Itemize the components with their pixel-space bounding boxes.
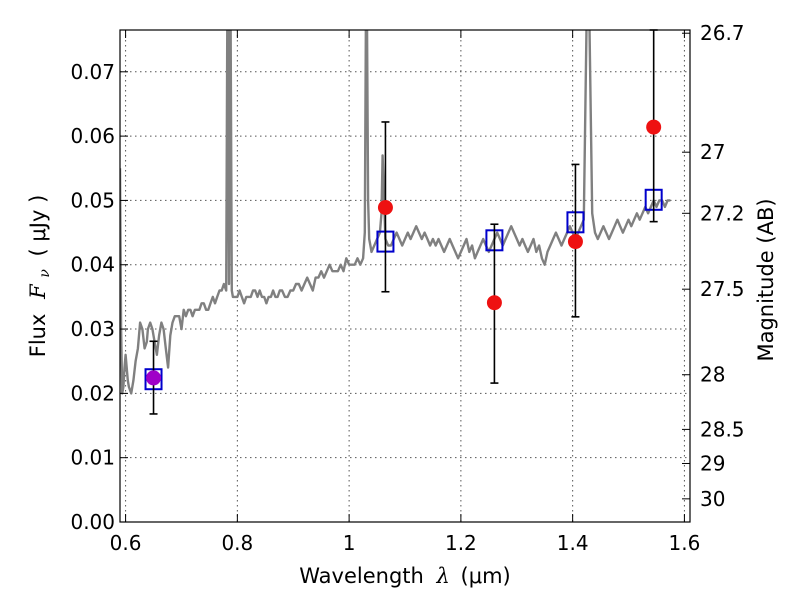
y2-tick-label: 28.5: [700, 417, 745, 441]
x-tick-label: 0.8: [221, 531, 253, 555]
y2-tick-label: 28: [700, 363, 725, 387]
y-tick-label: 0.01: [70, 446, 115, 470]
x-tick-label: 1.2: [445, 531, 477, 555]
y2-tick-label: 27.2: [700, 201, 745, 225]
y2-tick-label: 26.7: [700, 21, 745, 45]
spectrum-line: [120, 30, 671, 395]
plot-frame: [119, 29, 691, 523]
observed-point: [646, 119, 662, 135]
y-tick-label: 0.02: [70, 381, 115, 405]
y-tick-label: 0.05: [70, 188, 115, 212]
grid-lines: [120, 30, 690, 522]
y2-tick-label: 30: [700, 487, 725, 511]
y-tick-label: 0.07: [70, 60, 115, 84]
y-tick-label: 0.06: [70, 124, 115, 148]
y-axis-label: Flux F ν ( μJy ): [26, 195, 54, 358]
y-tick-label: 0.00: [70, 510, 115, 534]
observed-point: [486, 295, 502, 311]
x-tick-label: 0.6: [110, 531, 142, 555]
y2-axis-label: Magnitude (AB): [754, 198, 778, 361]
x-tick-label: 1.6: [669, 531, 701, 555]
spectrum-layer: [120, 30, 671, 395]
data-marks: [144, 29, 663, 415]
x-tick-label: 1: [343, 531, 356, 555]
observed-point: [377, 200, 393, 216]
y2-tick-label: 29: [700, 451, 725, 475]
x-tick-label: 1.4: [557, 531, 589, 555]
optical-point: [146, 370, 162, 386]
y-tick-label: 0.03: [70, 317, 115, 341]
x-axis-label: Wavelength λ (μm): [299, 564, 510, 588]
y2-tick-label: 27.5: [700, 277, 745, 301]
observed-point: [567, 234, 583, 250]
y-tick-label: 0.04: [70, 253, 115, 277]
axes: 0.6 0.8 1 1.2 1.4 1.6 0.00 0.01 0.02 0.03 0.04 0.05…: [70, 21, 744, 555]
y2-tick-label: 27: [700, 140, 725, 164]
